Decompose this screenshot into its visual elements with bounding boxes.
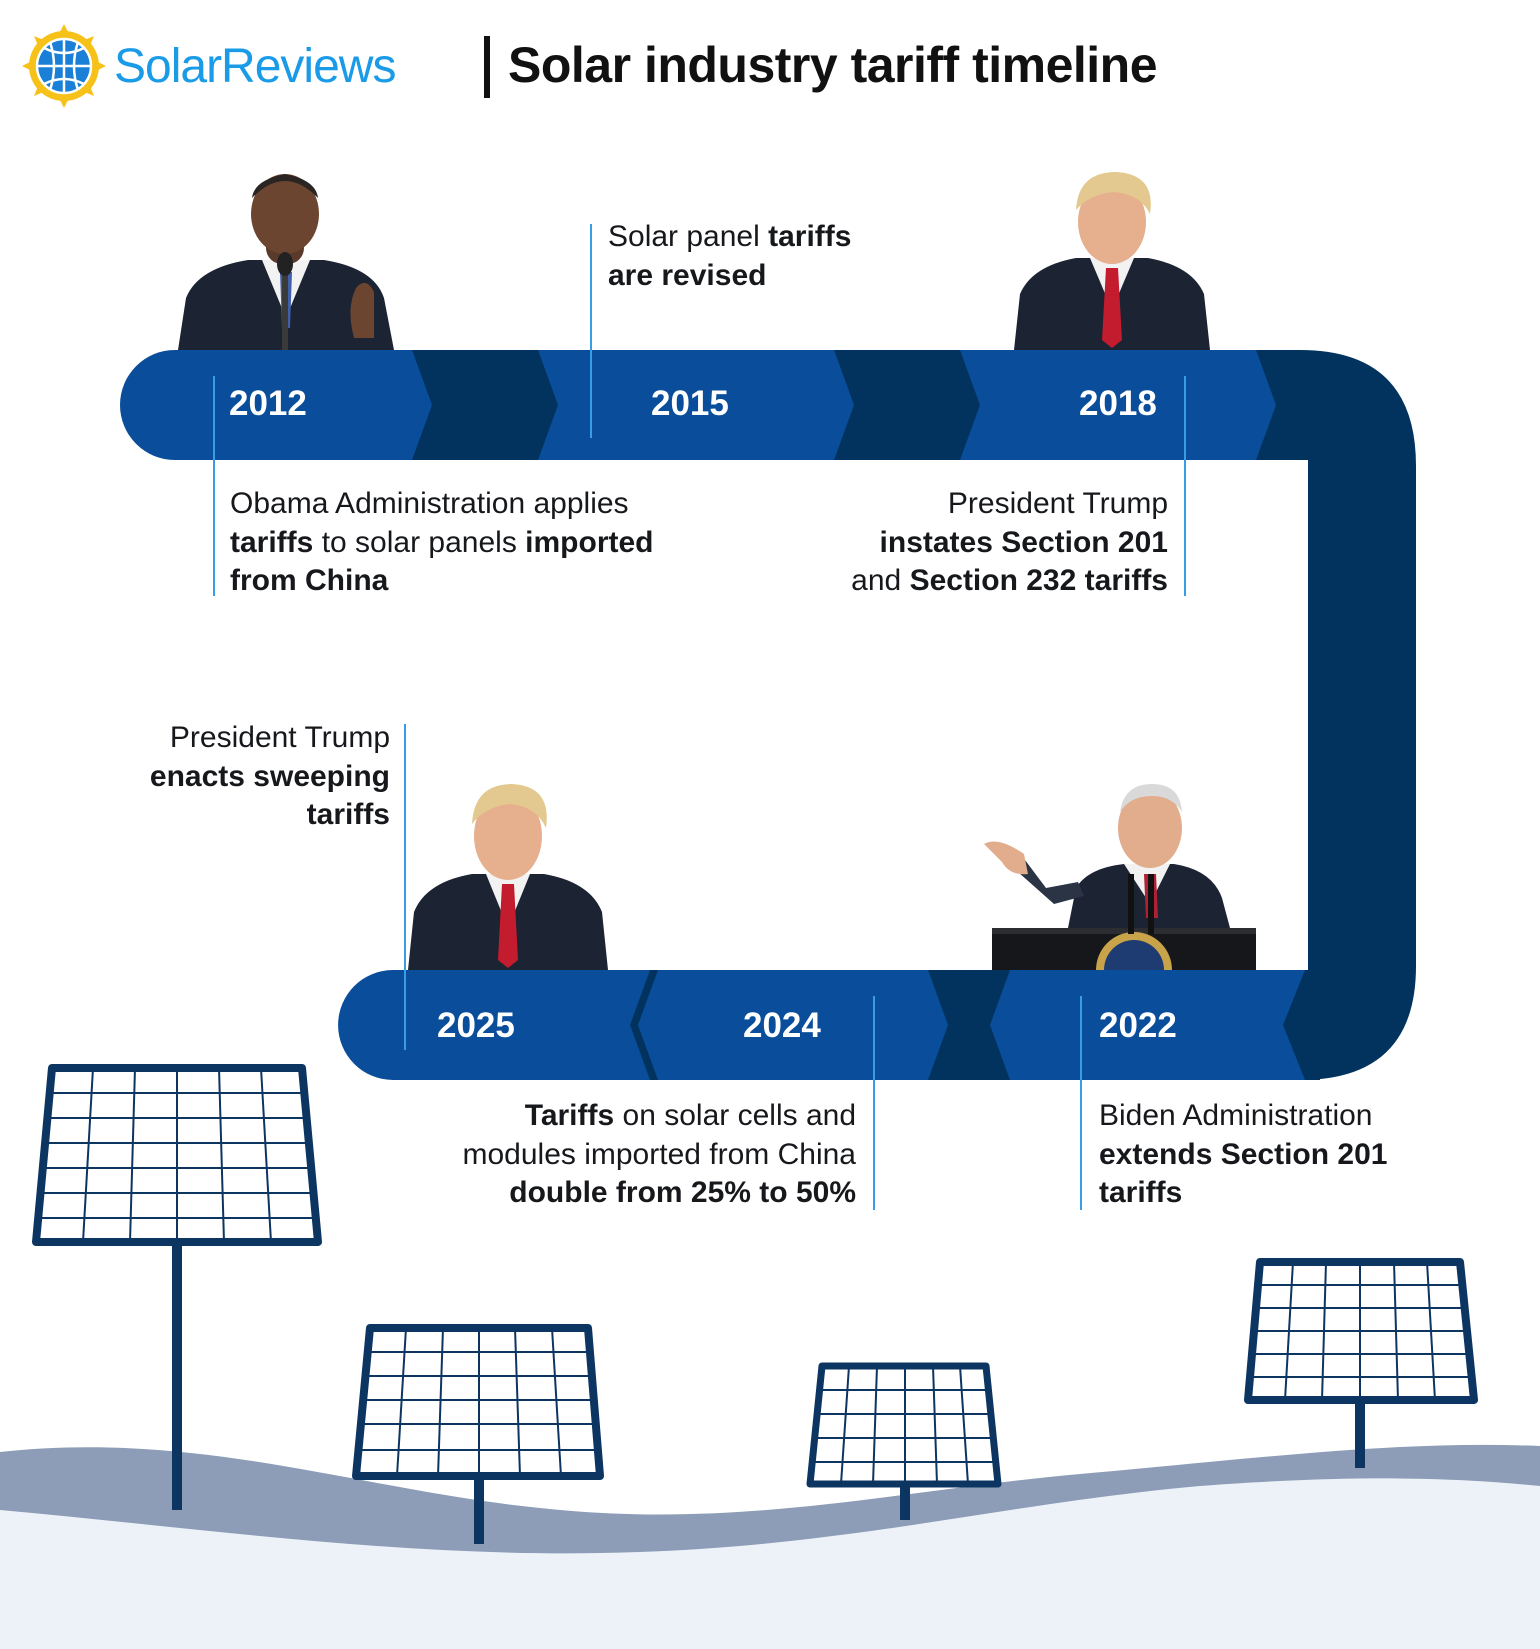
sun-icon <box>22 24 106 108</box>
year-label-2012: 2012 <box>229 384 307 423</box>
note-emphasis: from China <box>230 564 389 597</box>
brand-name: SolarReviews <box>114 39 396 93</box>
note-emphasis: imported <box>525 525 654 559</box>
note-emphasis: are revised <box>608 258 767 292</box>
timeline-segment-2012 <box>120 350 432 460</box>
barack-obama-photo <box>178 174 394 350</box>
ground-foreground <box>0 1478 1540 1649</box>
note-emphasis: Tariffs <box>524 1099 615 1132</box>
note-emphasis: tariffs <box>768 220 852 253</box>
event-note-2015: Solar panel tariffs are revised <box>608 218 968 295</box>
note-emphasis: tariffs <box>1099 1176 1183 1209</box>
guide-line-2018 <box>1184 376 1186 596</box>
timeline-segment-2024 <box>638 970 948 1080</box>
note-text: Biden Administration <box>1099 1099 1373 1132</box>
guide-line-2025 <box>404 724 406 1050</box>
note-emphasis: enacts sweeping <box>149 759 390 793</box>
joe-biden-photo <box>984 784 1256 970</box>
solar-panel-icon <box>32 1064 322 1510</box>
event-note-2024: Tariffs on solar cells and modules impor… <box>396 1097 856 1213</box>
note-emphasis: extends Section 201 <box>1099 1137 1388 1171</box>
note-text: President Trump <box>947 487 1168 520</box>
note-text: to solar panels <box>321 525 517 559</box>
year-label-2015: 2015 <box>651 384 729 423</box>
year-label-2018: 2018 <box>1079 384 1157 423</box>
guide-line-2022 <box>1080 996 1082 1210</box>
note-text: Solar panel <box>608 220 760 253</box>
timeline-segment-2025 <box>338 970 650 1080</box>
donald-trump-photo <box>1014 172 1210 350</box>
note-emphasis: double from 25% to 50% <box>509 1176 856 1209</box>
brand-logo[interactable]: SolarReviews <box>22 24 396 108</box>
timeline-connector <box>1200 350 1416 1080</box>
timeline-segment-2018 <box>960 350 1276 460</box>
event-note-2012: Obama Administration applies tariffs to … <box>230 485 750 601</box>
event-note-2025: President Trump enacts sweeping tariffs <box>92 719 390 835</box>
solar-panel-icon <box>352 1324 604 1544</box>
note-emphasis: instates Section 201 <box>879 525 1168 559</box>
guide-line-2012 <box>213 376 215 596</box>
guide-line-2024 <box>873 996 875 1210</box>
note-emphasis: Section 232 tariffs <box>909 564 1168 597</box>
page-title: Solar industry tariff timeline <box>508 37 1158 93</box>
event-note-2022: Biden Administration extends Section 201… <box>1099 1097 1519 1213</box>
year-label-2025: 2025 <box>437 1006 515 1045</box>
year-label-2024: 2024 <box>743 1006 821 1045</box>
note-text: Obama Administration applies <box>230 487 629 520</box>
guide-line-2015 <box>590 224 592 438</box>
donald-trump-photo <box>408 784 608 970</box>
solar-panel-icon <box>1244 1258 1478 1468</box>
solar-panel-icon <box>806 1362 1002 1520</box>
note-text: and <box>851 564 902 597</box>
note-text: modules imported from China <box>462 1137 856 1171</box>
note-text: President Trump <box>169 721 390 754</box>
note-emphasis: tariffs <box>230 525 314 559</box>
year-label-2022: 2022 <box>1099 1006 1177 1045</box>
timeline-segment-2022 <box>990 970 1305 1080</box>
timeline-segment-2015 <box>538 350 854 460</box>
header-divider <box>484 36 490 98</box>
note-emphasis: tariffs <box>306 798 390 831</box>
event-note-2018: President Trump instates Section 201 and… <box>768 485 1168 601</box>
note-text: on solar cells and <box>622 1099 856 1132</box>
